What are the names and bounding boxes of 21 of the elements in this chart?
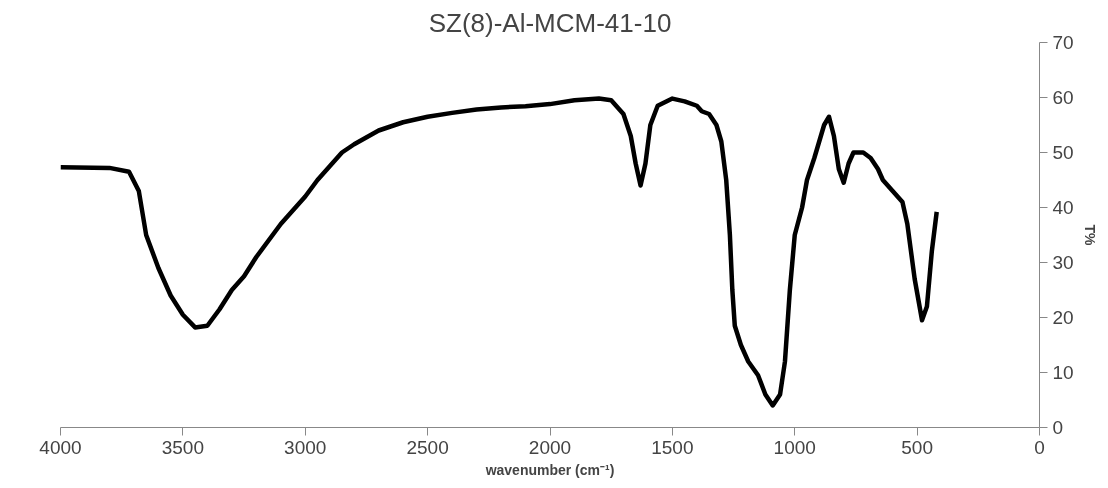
line-series	[60, 96, 939, 408]
y-tick-label: 40	[1052, 197, 1074, 218]
x-tick-label: 3000	[284, 436, 327, 458]
x-tick-label: 0	[1034, 436, 1045, 458]
x-tick-label: 500	[901, 436, 933, 458]
y-tick-label: 10	[1052, 362, 1074, 383]
x-axis-title: wavenumber (cm⁻¹)	[484, 461, 615, 478]
x-tick-label: 3500	[161, 436, 205, 458]
x-tick-label: 1000	[773, 436, 816, 458]
y-axis-title: T%	[1081, 224, 1098, 247]
x-tick-label: 4000	[39, 436, 82, 458]
y-tick-label: 60	[1052, 87, 1074, 108]
y-tick-label: 70	[1052, 32, 1074, 53]
x-tick-label: 1500	[651, 436, 694, 458]
x-tick-label: 2500	[406, 436, 449, 458]
y-tick-label: 50	[1052, 142, 1074, 163]
y-tick-label: 0	[1052, 417, 1064, 438]
x-tick-label: 2000	[528, 436, 572, 458]
chart-title: SZ(8)-Al-MCM-41-10	[428, 7, 672, 38]
y-tick-label: 30	[1052, 252, 1074, 273]
y-tick-label: 20	[1052, 307, 1074, 328]
